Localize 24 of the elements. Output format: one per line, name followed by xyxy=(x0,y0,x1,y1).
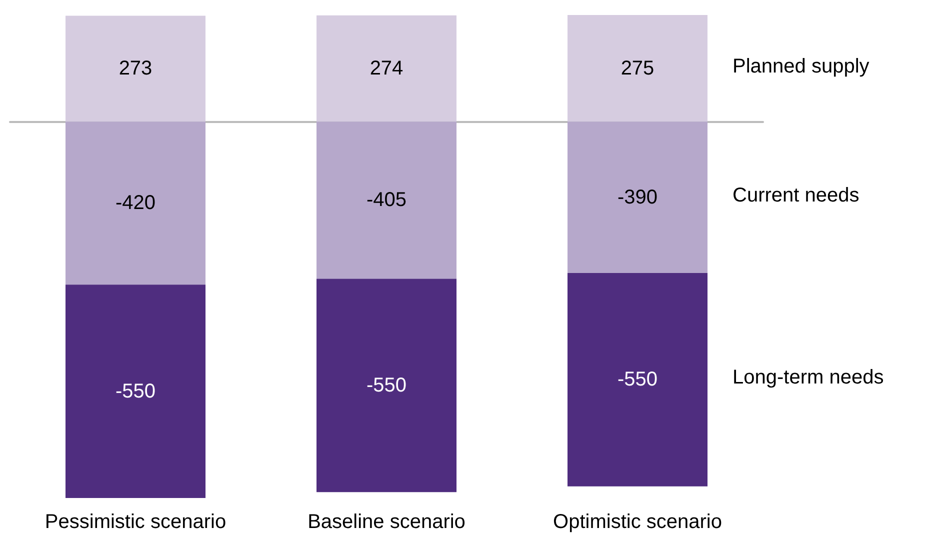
bar xyxy=(568,122,708,273)
x-tick-label: Baseline scenario xyxy=(308,511,466,533)
bar xyxy=(568,272,708,486)
bar xyxy=(316,122,456,279)
data-label: -405 xyxy=(366,189,407,212)
data-label: -390 xyxy=(617,186,658,208)
bar xyxy=(66,284,206,498)
data-label: -420 xyxy=(115,192,156,214)
series-label: Long-term needs xyxy=(732,366,884,389)
data-label: -550 xyxy=(115,380,156,402)
data-label: -550 xyxy=(366,374,407,396)
series-label: Planned supply xyxy=(732,55,870,78)
bar xyxy=(316,15,456,122)
bar xyxy=(316,278,456,492)
bar xyxy=(568,15,708,122)
x-tick-label: Optimistic scenario xyxy=(553,511,722,533)
series-label: Current needs xyxy=(732,184,860,206)
data-label: 274 xyxy=(370,58,404,80)
bar xyxy=(66,122,206,285)
data-label: 273 xyxy=(118,58,152,80)
x-tick-label: Pessimistic scenario xyxy=(44,511,226,533)
data-label: 275 xyxy=(620,57,654,80)
bar xyxy=(66,16,206,122)
data-label: -550 xyxy=(617,368,658,391)
